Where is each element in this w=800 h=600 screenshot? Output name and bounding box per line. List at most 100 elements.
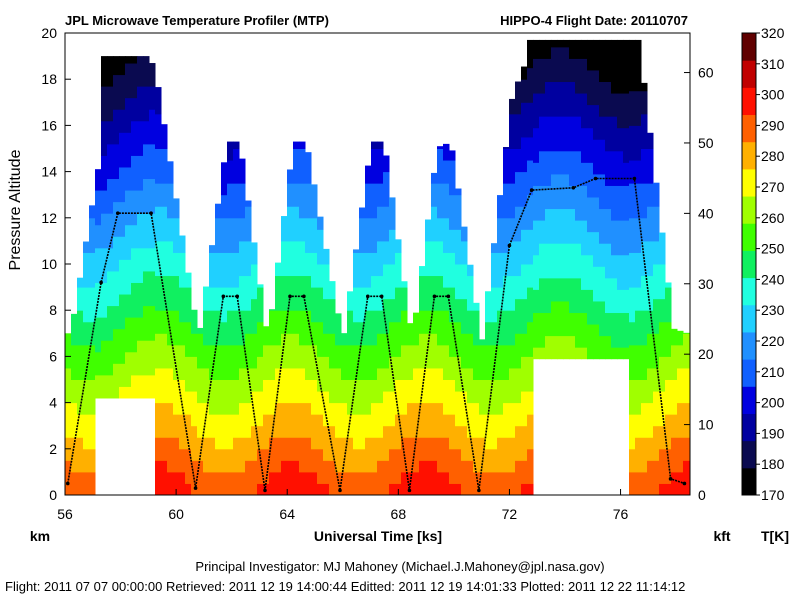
temperature-cell [623,139,630,152]
temperature-cell [539,162,546,175]
temperature-cell [311,391,318,404]
temperature-cell [161,460,168,473]
temperature-cell [527,102,534,115]
temperature-cell [257,391,264,404]
temperature-cell [683,379,690,392]
temperature-cell [305,194,312,207]
temperature-cell [509,102,516,115]
y-tick-label-kft: 40 [698,205,714,221]
temperature-cell [467,402,474,415]
temperature-cell [251,460,258,473]
temperature-cell [347,333,354,346]
temperature-cell [581,162,588,175]
temperature-cell [221,402,228,415]
temperature-cell [311,194,318,207]
temperature-cell [287,287,294,300]
temperature-cell [515,367,522,380]
temperature-cell [125,247,132,260]
temperature-cell [557,231,564,244]
temperature-cell [437,206,444,219]
temperature-cell [653,414,660,427]
temperature-cell [509,379,516,392]
temperature-cell [227,171,234,184]
temperature-cell [437,160,444,173]
temperature-cell [569,58,576,71]
temperature-cell [581,197,588,210]
temperature-cell [299,321,306,334]
temperature-cell [449,194,456,207]
temperature-cell [527,298,534,311]
temperature-cell [629,39,636,46]
temperature-cell [197,483,204,495]
temperature-cell [635,333,642,346]
temperature-cell [317,275,324,288]
temperature-cell [335,333,342,346]
temperature-cell [485,402,492,415]
temperature-cell [617,69,624,83]
temperature-cell [239,287,246,300]
temperature-cell [107,201,114,214]
temperature-cell [665,321,672,334]
flight-track-point [263,488,267,493]
temperature-cell [353,287,360,300]
temperature-cell [377,298,384,311]
temperature-cell [377,160,384,173]
temperature-cell [503,217,510,230]
temperature-cell [449,367,456,380]
temperature-cell [155,275,162,288]
temperature-cell [293,141,300,149]
temperature-cell [179,264,186,277]
temperature-cell [611,300,618,314]
temperature-cell [107,270,114,283]
temperature-cell [227,344,234,357]
temperature-cell [641,391,648,404]
temperature-cell [101,109,108,122]
temperature-cell [155,483,162,495]
temperature-cell [641,298,648,311]
temperature-cell [329,287,336,300]
temperature-cell [545,254,552,267]
temperature-cell [173,298,180,311]
temperature-cell [521,402,528,415]
temperature-cell [665,437,672,450]
temperature-cell [113,328,120,341]
temperature-cell [461,425,468,438]
flight-track [65,176,687,493]
temperature-cell [455,206,462,219]
temperature-cell [617,335,624,348]
temperature-cell [137,97,144,110]
temperature-cell [113,74,120,87]
temperature-cell [437,287,444,300]
temperature-cell [101,74,108,87]
temperature-cell [65,333,72,346]
temperature-cell [581,116,588,129]
temperature-cell [557,197,564,210]
temperature-cell [551,39,558,48]
temperature-cell [371,321,378,334]
temperature-cell [641,194,648,207]
temperature-cell [683,332,690,334]
temperature-cell [647,379,654,392]
temperature-cell [341,483,348,495]
temperature-cell [125,97,132,110]
temperature-cell [455,460,462,473]
temperature-cell [101,247,108,260]
temperature-cell [119,109,126,122]
temperature-cell [137,74,144,87]
temperature-cell [443,275,450,288]
temperature-cell [137,132,144,145]
temperature-cell [539,139,546,152]
temperature-cell [383,367,390,380]
temperature-cell [317,310,324,323]
temperature-cell [77,298,84,311]
temperature-cell [89,379,96,392]
temperature-cell [197,437,204,450]
temperature-cell [527,460,534,473]
temperature-cell [497,275,504,288]
temperature-cell [629,391,636,404]
temperature-cell [677,471,684,484]
temperature-cell [227,437,234,450]
temperature-cell [593,93,600,106]
temperature-cell [311,240,318,253]
